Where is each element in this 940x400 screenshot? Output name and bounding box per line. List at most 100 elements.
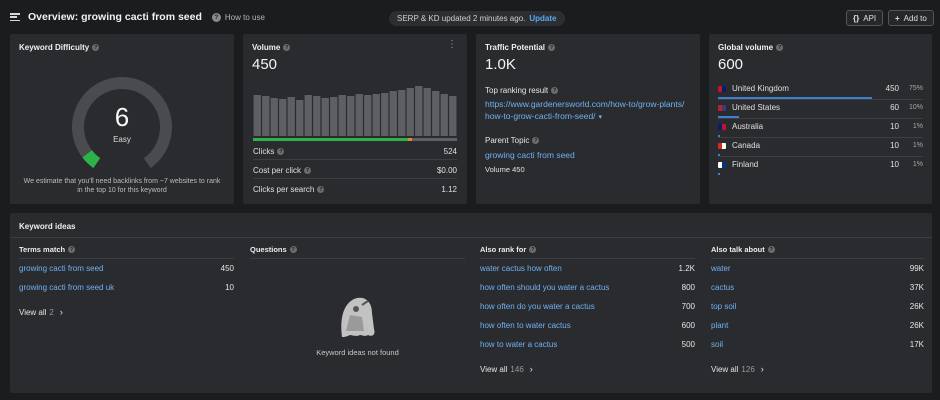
- help-icon[interactable]: ?: [92, 44, 100, 51]
- country-row[interactable]: Finland 10 1%: [718, 160, 923, 169]
- country-volume: 10: [890, 160, 899, 169]
- help-icon[interactable]: ?: [767, 246, 775, 253]
- keyword-link[interactable]: water cactus how often: [480, 264, 562, 273]
- global-title: Global volume ?: [718, 43, 784, 52]
- also-rank-row[interactable]: how often should you water a cactus 800: [480, 283, 695, 292]
- also-rank-label: Also rank for: [480, 245, 527, 254]
- volume-bar: [279, 99, 287, 136]
- also-talk-row[interactable]: top soil 26K: [711, 302, 924, 311]
- keyword-link[interactable]: how often do you water a cactus: [480, 302, 595, 311]
- plus-icon: +: [895, 13, 900, 23]
- also-rank-view-all[interactable]: View all 146 ›: [480, 364, 533, 374]
- flag-icon: [718, 161, 726, 168]
- api-button[interactable]: {} API: [846, 10, 884, 26]
- country-share-bar: [718, 135, 721, 137]
- add-to-button[interactable]: + Add to: [888, 10, 934, 26]
- country-percent: 1%: [912, 161, 923, 168]
- volume-bar: [398, 90, 406, 136]
- keyword-link[interactable]: water: [711, 264, 731, 273]
- volume-value: 450: [252, 56, 278, 73]
- also-talk-view-all[interactable]: View all 126 ›: [711, 364, 764, 374]
- top-ranking-url[interactable]: https://www.gardenersworld.com/how-to/gr…: [485, 98, 695, 124]
- country-share-bar: [718, 154, 721, 156]
- more-options-icon[interactable]: ⋮: [447, 39, 457, 50]
- flag-icon: [718, 142, 726, 149]
- top-url-line-2[interactable]: how-to-grow-cacti-from-seed/: [485, 111, 596, 121]
- also-rank-row[interactable]: how to water a cactus 500: [480, 340, 695, 349]
- keyword-volume: 450: [220, 264, 234, 273]
- kd-gauge: [72, 77, 172, 168]
- country-row[interactable]: Australia 10 1%: [718, 122, 923, 131]
- divider: [718, 156, 923, 157]
- keyword-volume: 500: [681, 340, 695, 349]
- volume-history-chart: [253, 86, 457, 136]
- also-talk-row[interactable]: soil 17K: [711, 340, 924, 349]
- terms-row[interactable]: growing cacti from seed uk 10: [19, 283, 234, 292]
- keyword-link[interactable]: soil: [711, 340, 724, 349]
- keyword-link[interactable]: growing cacti from seed: [19, 264, 104, 273]
- help-icon[interactable]: ?: [529, 246, 537, 253]
- help-icon[interactable]: ?: [68, 246, 76, 253]
- help-icon[interactable]: ?: [548, 44, 556, 51]
- keyword-link[interactable]: growing cacti from seed uk: [19, 283, 115, 292]
- questions-empty-text: Keyword ideas not found: [316, 348, 399, 357]
- country-percent: 1%: [912, 142, 923, 149]
- cpc-row: Cost per click? $0.00: [253, 166, 457, 175]
- api-label: API: [863, 13, 877, 23]
- cpc-value: $0.00: [436, 166, 457, 175]
- help-icon[interactable]: ?: [289, 246, 297, 253]
- country-row[interactable]: United Kingdom 450 75%: [718, 84, 923, 93]
- also-rank-row[interactable]: water cactus how often 1.2K: [480, 264, 695, 273]
- also-talk-row[interactable]: water 99K: [711, 264, 924, 273]
- parent-topic-volume: Volume 450: [485, 165, 525, 174]
- view-all-count: 2: [49, 307, 54, 317]
- help-icon[interactable]: ?: [532, 137, 540, 144]
- global-volume-card: Global volume ? 600 United Kingdom 450 75%…: [709, 34, 932, 204]
- country-percent: 10%: [908, 104, 923, 111]
- top-url-line-1[interactable]: https://www.gardenersworld.com/how-to/gr…: [485, 99, 685, 109]
- also-talk-row[interactable]: plant 26K: [711, 321, 924, 330]
- volume-bar: [415, 86, 423, 136]
- page-title: Overview: growing cacti from seed: [28, 11, 202, 23]
- country-volume: 10: [890, 141, 899, 150]
- terms-row[interactable]: growing cacti from seed 450: [19, 264, 234, 273]
- terms-view-all[interactable]: View all 2 ›: [19, 307, 63, 317]
- kd-note: We estimate that you'll need backlinks f…: [23, 178, 221, 194]
- country-row[interactable]: United States 60 10%: [718, 103, 923, 112]
- also-rank-row[interactable]: how often to water cactus 600: [480, 321, 695, 330]
- help-icon[interactable]: ?: [776, 44, 784, 51]
- volume-bar: [270, 98, 278, 136]
- volume-bar: [423, 88, 431, 136]
- kd-score: 6: [114, 102, 130, 132]
- chevron-right-icon: ›: [59, 307, 63, 317]
- parent-topic-link[interactable]: growing cacti from seed: [485, 150, 575, 160]
- chevron-right-icon: ›: [529, 364, 533, 374]
- volume-bar: [253, 95, 261, 136]
- cps-row: Clicks per search? 1.12: [253, 185, 457, 194]
- also-talk-row[interactable]: cactus 37K: [711, 283, 924, 292]
- keyword-link[interactable]: cactus: [711, 283, 735, 292]
- traffic-potential-card: Traffic Potential ? 1.0K Top ranking res…: [476, 34, 700, 204]
- help-icon[interactable]: ?: [304, 167, 312, 174]
- country-row[interactable]: Canada 10 1%: [718, 141, 923, 150]
- menu-icon[interactable]: [10, 13, 20, 21]
- volume-bar: [321, 98, 329, 136]
- volume-bar: [287, 97, 295, 136]
- keyword-link[interactable]: how often to water cactus: [480, 321, 571, 330]
- update-link[interactable]: Update: [529, 14, 557, 23]
- help-icon[interactable]: ?: [277, 148, 285, 155]
- keyword-volume: 17K: [909, 340, 924, 349]
- how-to-use-link[interactable]: ? How to use: [211, 12, 265, 22]
- keyword-volume: 600: [681, 321, 695, 330]
- caret-down-icon[interactable]: ▾: [598, 114, 603, 121]
- help-icon[interactable]: ?: [317, 186, 325, 193]
- keyword-link[interactable]: how to water a cactus: [480, 340, 558, 349]
- also-rank-row[interactable]: how often do you water a cactus 700: [480, 302, 695, 311]
- keyword-link[interactable]: plant: [711, 321, 729, 330]
- help-icon[interactable]: ?: [551, 87, 559, 94]
- keyword-volume: 10: [225, 283, 234, 292]
- keyword-link[interactable]: how often should you water a cactus: [480, 283, 610, 292]
- keyword-link[interactable]: top soil: [711, 302, 737, 311]
- help-icon[interactable]: ?: [283, 44, 291, 51]
- help-icon: ?: [211, 12, 221, 22]
